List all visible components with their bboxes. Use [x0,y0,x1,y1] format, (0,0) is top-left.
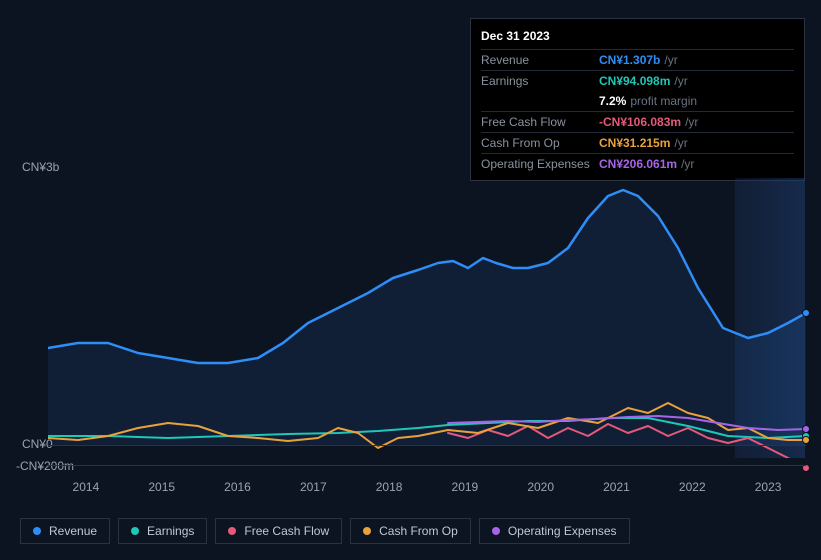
x-axis-tick: 2019 [427,480,503,498]
tooltip-row: Free Cash Flow-CN¥106.083m/yr [481,111,794,132]
tooltip-row: 7.2% profit margin [481,91,794,111]
tooltip-metric-value: 7.2% [599,94,626,108]
legend-dot [131,527,139,535]
tooltip-metric-label [481,94,599,108]
x-axis: 2014201520162017201820192020202120222023 [48,480,806,498]
tooltip-metric-value: CN¥206.061m [599,157,677,171]
tooltip-metric-label: Earnings [481,74,599,88]
x-axis-tick: 2023 [730,480,806,498]
y-axis-neg-label: -CN¥200m [16,459,74,473]
neg-gridline [48,465,806,466]
x-axis-tick: 2021 [579,480,655,498]
chart-legend: Revenue Earnings Free Cash Flow Cash From O… [20,518,630,544]
series-endpoint-marker [802,425,810,433]
y-axis-max-label: CN¥3b [22,160,59,174]
tooltip-metric-value: CN¥94.098m [599,74,670,88]
series-endpoint-marker [802,436,810,444]
tooltip-metric-value: CN¥31.215m [599,136,670,150]
legend-label: Revenue [49,524,97,538]
y-axis-zero-label: CN¥0 [22,437,53,451]
chart-tooltip: Dec 31 2023 RevenueCN¥1.307b/yrEarningsC… [470,18,805,181]
tooltip-metric-label: Cash From Op [481,136,599,150]
tooltip-metric-suffix: /yr [685,115,698,129]
tooltip-metric-value: -CN¥106.083m [599,115,681,129]
tooltip-metric-suffix: /yr [674,74,687,88]
tooltip-metric-label: Operating Expenses [481,157,599,171]
tooltip-row: Operating ExpensesCN¥206.061m/yr [481,153,794,174]
x-axis-tick: 2014 [48,480,124,498]
legend-label: Operating Expenses [508,524,617,538]
x-axis-tick: 2022 [654,480,730,498]
series-endpoint-marker [802,309,810,317]
legend-item-earnings[interactable]: Earnings [118,518,207,544]
legend-dot [363,527,371,535]
tooltip-metric-suffix: profit margin [630,94,697,108]
legend-item-revenue[interactable]: Revenue [20,518,110,544]
tooltip-row: EarningsCN¥94.098m/yr [481,70,794,91]
legend-label: Earnings [147,524,194,538]
x-axis-tick: 2016 [200,480,276,498]
x-axis-tick: 2018 [351,480,427,498]
legend-label: Free Cash Flow [244,524,329,538]
x-axis-tick: 2020 [503,480,579,498]
legend-item-cash-from-op[interactable]: Cash From Op [350,518,471,544]
line-chart [48,178,806,458]
x-axis-tick: 2015 [124,480,200,498]
tooltip-metric-label: Free Cash Flow [481,115,599,129]
legend-dot [228,527,236,535]
tooltip-metric-suffix: /yr [681,157,694,171]
tooltip-metric-suffix: /yr [674,136,687,150]
legend-label: Cash From Op [379,524,458,538]
legend-dot [492,527,500,535]
tooltip-metric-label: Revenue [481,53,599,67]
x-axis-tick: 2017 [275,480,351,498]
tooltip-metric-suffix: /yr [664,53,677,67]
tooltip-metric-value: CN¥1.307b [599,53,660,67]
legend-item-operating-expenses[interactable]: Operating Expenses [479,518,630,544]
tooltip-row: RevenueCN¥1.307b/yr [481,49,794,70]
legend-item-free-cash-flow[interactable]: Free Cash Flow [215,518,342,544]
legend-dot [33,527,41,535]
tooltip-date: Dec 31 2023 [481,25,794,49]
zero-gridline [48,445,806,446]
tooltip-row: Cash From OpCN¥31.215m/yr [481,132,794,153]
